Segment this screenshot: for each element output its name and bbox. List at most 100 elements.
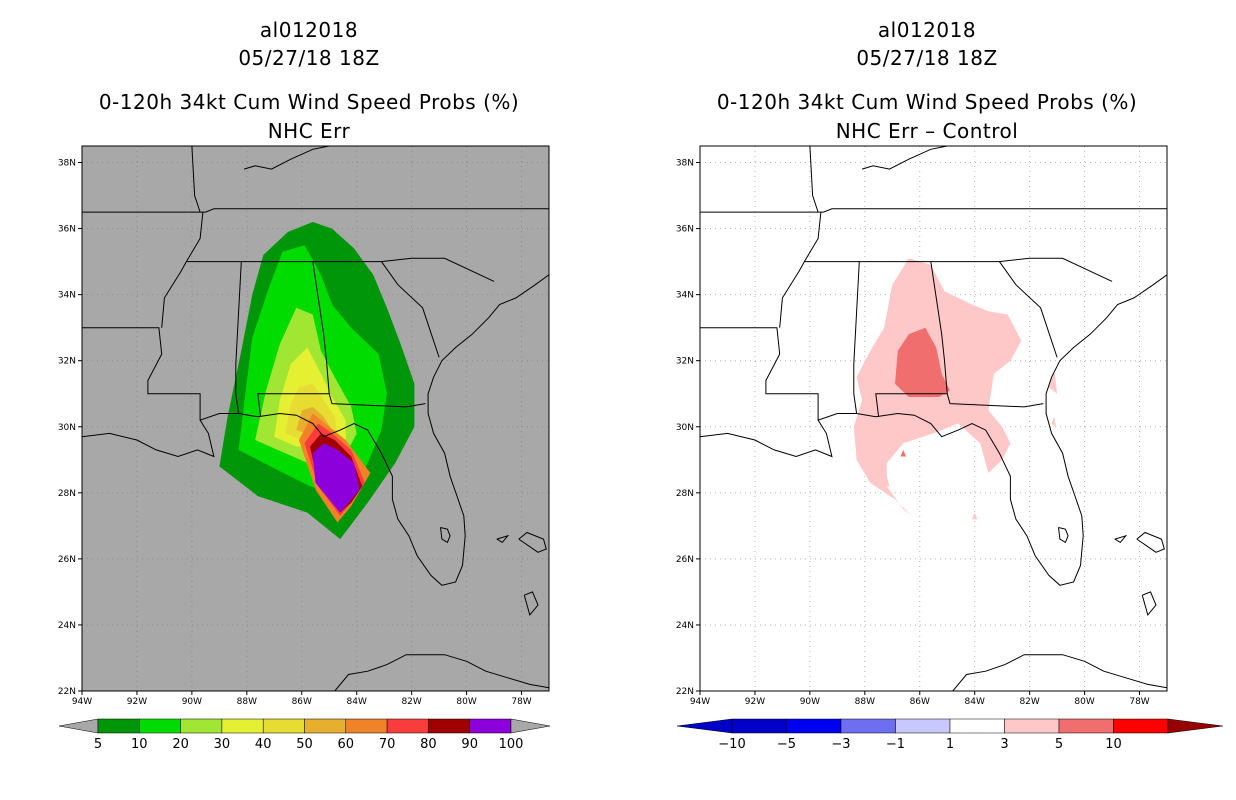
left-map-frame [81,145,550,692]
left-state-border [161,212,204,328]
lon-label-84w: 84W [965,697,985,707]
right-colorbar-swatch-6 [1058,718,1114,734]
right-contour-speck-0 [1048,370,1058,394]
right-colorbar-swatch-1 [786,718,842,734]
right-state-border [861,146,948,170]
left-colorbar-label-10: 100 [499,737,524,752]
left-colorbar-swatch-1 [139,718,181,734]
right-state-border [804,257,1113,282]
lon-label-94w: 94W [72,697,92,707]
lon-label-92w: 92W [127,697,147,707]
left-colorbar-swatch-0 [97,718,140,734]
lon-label-88w: 88W [237,697,257,707]
right-colorbar-swatch-3 [895,718,951,734]
right-date-time: 05/27/18 18Z [856,46,998,70]
lon-label-90w: 90W [800,697,820,707]
right-map-panel: al012018 05/27/18 18Z 0-120h 34kt Cum Wi… [618,0,1236,800]
right-colorbar-swatch-5 [1004,718,1060,734]
right-colorbar-label-3: −1 [886,737,905,752]
lat-label-24n: 24N [58,621,76,631]
lat-label-30n: 30N [676,423,694,433]
right-contour-speck-2 [972,512,978,520]
left-colorbar-label-7: 70 [379,737,396,752]
right-state-border [875,261,948,417]
right-colorbar-label-7: 10 [1105,737,1122,752]
right-storm-id: al012018 [877,18,977,42]
left-colorbar-right-arrow [510,718,551,734]
right-colorbar-swatch-0 [731,718,787,734]
right-state-border [700,327,819,421]
right-colorbar-label-0: −10 [718,737,745,752]
left-colorbar-swatch-9 [469,718,512,734]
lat-label-24n: 24N [676,621,694,631]
lat-label-38n: 38N [676,159,694,169]
lat-label-32n: 32N [676,357,694,367]
right-state-border [700,208,1167,213]
left-product-title: 0-120h 34kt Cum Wind Speed Probs (%) [98,90,520,114]
lat-label-26n: 26N [58,555,76,565]
left-state-border [235,261,242,414]
left-island [523,591,539,617]
right-colorbar-label-2: −3 [831,737,850,752]
lon-label-94w: 94W [690,697,710,707]
right-colorbar-swatch-7 [1113,718,1169,734]
right-island [1141,591,1157,617]
left-colorbar-swatch-6 [345,718,388,734]
left-colorbar-swatch-8 [428,718,470,734]
right-map-content [700,146,1167,691]
lon-label-80w: 80W [456,697,476,707]
right-product-title: 0-120h 34kt Cum Wind Speed Probs (%) [716,90,1138,114]
right-colorbar-left-arrow [676,718,733,734]
lon-label-88w: 88W [855,697,875,707]
right-subtitle: NHC Err – Control [835,119,1019,143]
lat-label-22n: 22N [58,687,76,697]
left-colorbar-label-6: 60 [338,737,355,752]
left-colorbar-left-arrow [58,718,99,734]
lon-label-86w: 86W [292,697,312,707]
left-colorbar-label-1: 10 [131,737,148,752]
right-state-border [779,212,822,328]
left-storm-id: al012018 [259,18,359,42]
left-colorbar-swatch-2 [180,718,223,734]
lon-label-82w: 82W [1019,697,1039,707]
right-island [1136,531,1165,553]
left-colorbar: 5 10 20 30 40 50 60 70 80 90 100 [58,718,551,752]
left-colorbar-swatch-5 [304,718,347,734]
left-lake-okeechobee [440,527,451,544]
left-cuba-coast [334,654,549,691]
right-contour-speck-3 [884,476,890,487]
left-state-border [328,393,426,408]
left-subtitle: NHC Err [267,119,351,143]
lon-label-92w: 92W [745,697,765,707]
right-colorbar-swatch-2 [840,718,896,734]
right-colorbar-label-5: 3 [1000,737,1008,752]
right-colorbar-label-1: −5 [777,737,796,752]
right-colorbar-label-6: 5 [1055,737,1063,752]
lon-label-78w: 78W [511,697,531,707]
lat-label-22n: 22N [676,687,694,697]
left-state-border [257,261,330,417]
lat-label-36n: 36N [58,225,76,235]
lon-label-80w: 80W [1074,697,1094,707]
right-contour-speck-4 [900,449,906,457]
right-state-border [809,146,819,213]
left-colorbar-label-4: 40 [255,737,272,752]
lon-label-82w: 82W [401,697,421,707]
lat-label-34n: 34N [676,291,694,301]
right-contour-speck-1 [1051,416,1056,427]
left-colorbar-swatch-3 [221,718,264,734]
right-colorbar-swatch-4 [949,718,1005,734]
left-contour-band-9 [312,443,360,513]
right-cuba-coast [952,654,1167,691]
left-colorbar-label-5: 50 [296,737,313,752]
left-colorbar-label-2: 20 [172,737,189,752]
right-coastline [700,274,1167,586]
right-colorbar-right-arrow [1167,718,1224,734]
right-colorbar: −10 −5 −3 −1 1 3 5 10 [676,718,1224,752]
left-date-time: 05/27/18 18Z [238,46,380,70]
left-colorbar-label-8: 80 [420,737,437,752]
lat-label-38n: 38N [58,159,76,169]
right-state-border [998,261,1058,358]
left-island [518,531,547,553]
lon-label-86w: 86W [910,697,930,707]
